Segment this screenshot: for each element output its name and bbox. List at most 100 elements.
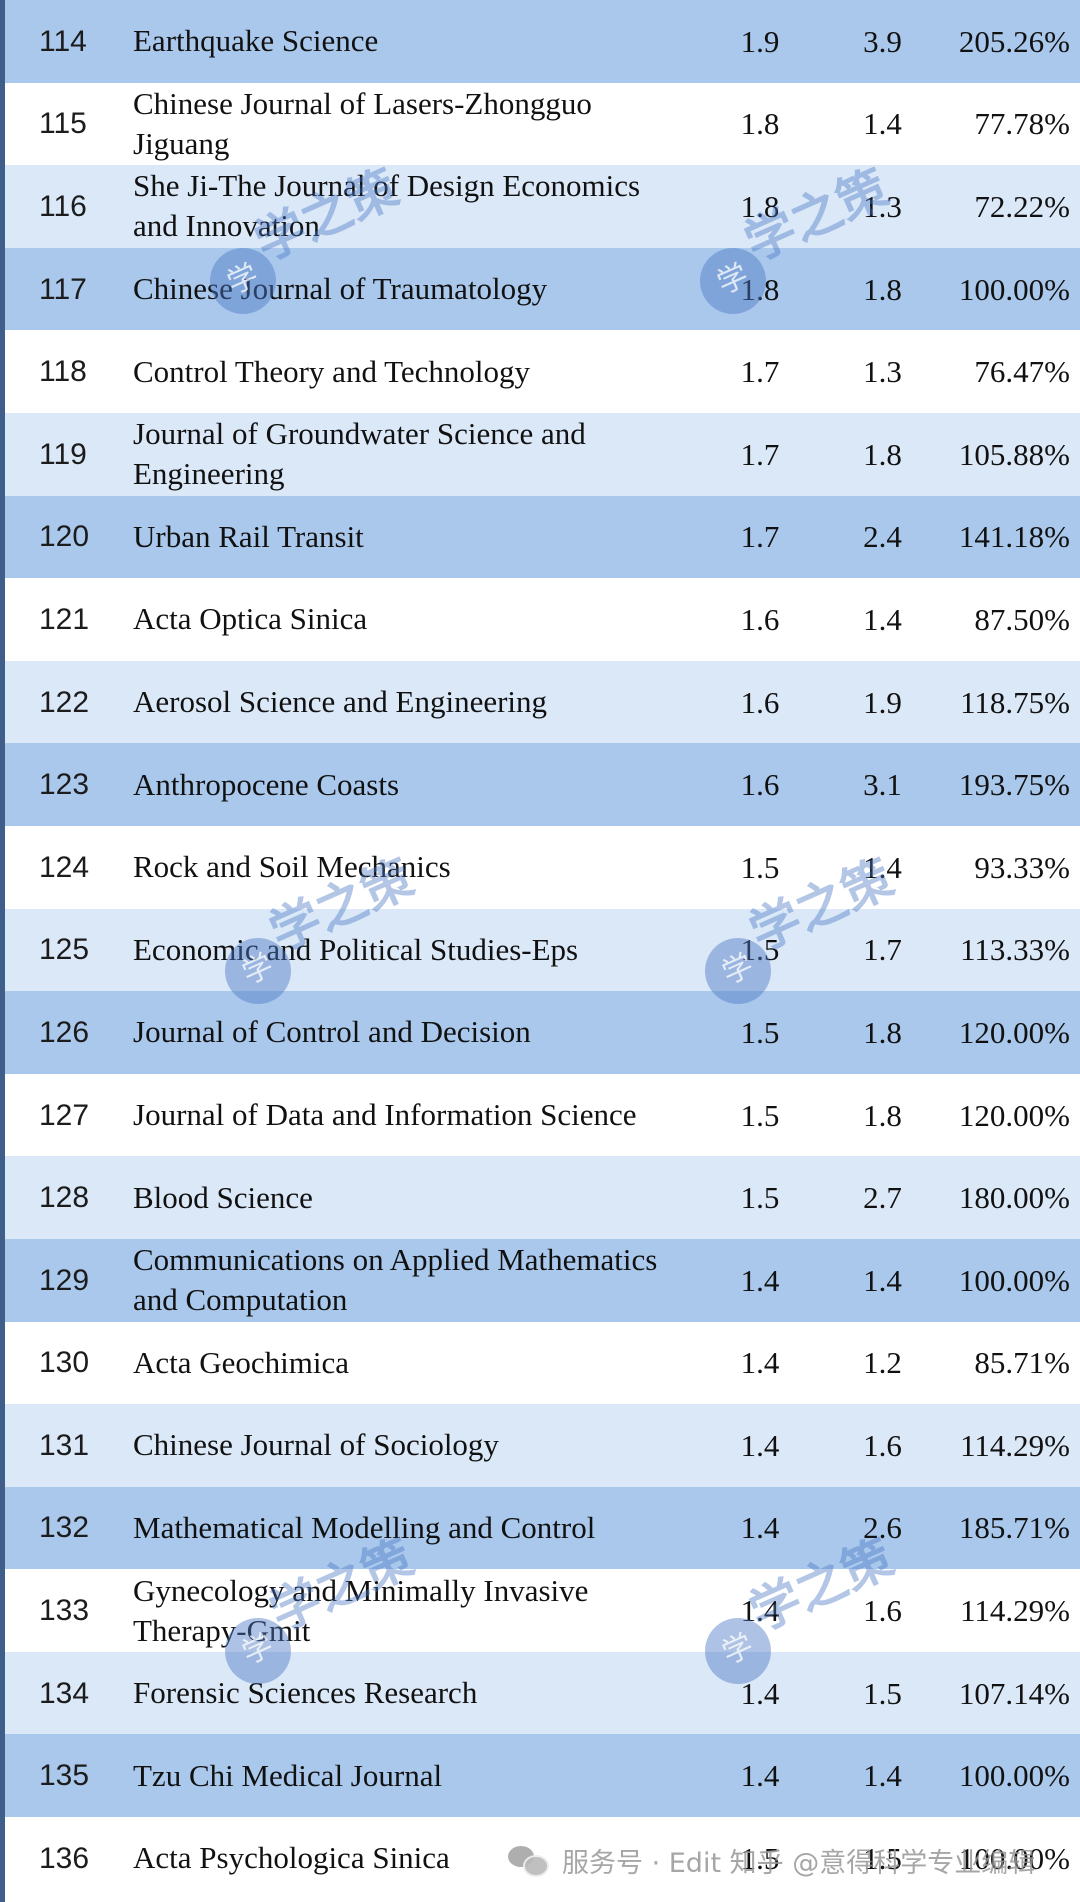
percent-cell: 120.00% — [958, 1097, 1070, 1133]
rank-cell: 121 — [39, 602, 90, 636]
journal-name-cell: Gynecology and Minimally Invasive Therap… — [133, 1572, 589, 1648]
journal-name-cell: Tzu Chi Medical Journal — [133, 1757, 443, 1793]
journal-name-cell: Communications on Applied Mathematics an… — [133, 1242, 658, 1318]
journal-name-cell: Journal of Control and Decision — [133, 1014, 531, 1050]
rank-cell: 131 — [39, 1428, 90, 1462]
journal-name-cell: She Ji-The Journal of Design Economics a… — [133, 168, 641, 244]
percent-cell: 100.00% — [958, 1840, 1070, 1876]
table-row: 133 Gynecology and Minimally Invasive The… — [5, 1569, 1080, 1652]
rank-cell: 129 — [39, 1263, 90, 1297]
value-2-cell: 1.7 — [863, 932, 902, 968]
table-row: 116 She Ji-The Journal of Design Economic… — [5, 165, 1080, 248]
table-row: 125 Economic and Political Studies-Eps 1.5… — [5, 908, 1080, 992]
journal-name-cell: Journal of Groundwater Science and Engin… — [133, 416, 586, 492]
table-row: 129 Communications on Applied Mathematics… — [5, 1238, 1080, 1322]
value-2-cell: 1.8 — [863, 1014, 902, 1050]
percent-cell: 105.88% — [958, 436, 1070, 472]
value-1-cell: 1.6 — [740, 601, 780, 637]
value-2-cell: 3.1 — [863, 767, 902, 803]
journal-name-cell: Urban Rail Transit — [133, 518, 364, 554]
value-2-cell: 1.5 — [863, 1840, 902, 1876]
percent-cell: 100.00% — [958, 1758, 1070, 1794]
journal-name-cell: Chinese Journal of Traumatology — [133, 271, 548, 307]
value-1-cell: 1.4 — [740, 1427, 780, 1463]
percent-cell: 205.26% — [958, 23, 1070, 59]
rank-cell: 127 — [39, 1098, 90, 1132]
table-wrapper: 114 Earthquake Science 1.9 3.9 205.26% 115 Chi… — [5, 0, 1080, 1900]
rank-cell: 122 — [39, 685, 90, 719]
value-2-cell: 2.4 — [863, 519, 902, 555]
value-2-cell: 1.4 — [863, 601, 902, 637]
value-1-cell: 1.5 — [740, 932, 780, 968]
value-1-cell: 1.4 — [740, 1675, 780, 1711]
table-row: 123 Anthropocene Coasts 1.6 3.1 193.75% — [5, 743, 1080, 826]
value-1-cell: 1.5 — [740, 1840, 780, 1876]
value-2-cell: 1.6 — [863, 1427, 902, 1463]
value-2-cell: 1.4 — [863, 106, 902, 142]
table-row: 117 Chinese Journal of Traumatology 1.8 1.8… — [5, 247, 1080, 331]
rank-cell: 134 — [39, 1676, 90, 1710]
percent-cell: 180.00% — [958, 1180, 1070, 1216]
percent-cell: 185.71% — [958, 1510, 1070, 1546]
value-1-cell: 1.7 — [740, 354, 780, 390]
rank-cell: 115 — [39, 107, 87, 141]
rank-cell: 136 — [39, 1841, 90, 1875]
value-1-cell: 1.5 — [740, 1180, 780, 1216]
value-1-cell: 1.4 — [740, 1345, 780, 1381]
table-row: 135 Tzu Chi Medical Journal 1.4 1.4 100.00% — [5, 1734, 1080, 1818]
rank-cell: 126 — [39, 1015, 90, 1049]
percent-cell: 141.18% — [958, 519, 1070, 555]
percent-cell: 85.71% — [974, 1345, 1070, 1381]
table-row: 128 Blood Science 1.5 2.7 180.00% — [5, 1156, 1080, 1239]
percent-cell: 93.33% — [974, 849, 1070, 885]
rank-cell: 117 — [39, 272, 87, 306]
journal-name-cell: Aerosol Science and Engineering — [133, 684, 548, 720]
table-row: 115 Chinese Journal of Lasers-Zhongguo Ji… — [5, 82, 1080, 166]
value-1-cell: 1.5 — [740, 1097, 780, 1133]
journal-name-cell: Earthquake Science — [133, 23, 379, 59]
percent-cell: 87.50% — [974, 601, 1070, 637]
table-left-border — [0, 0, 5, 1902]
value-2-cell: 1.4 — [863, 1262, 902, 1298]
value-2-cell: 1.4 — [863, 849, 902, 885]
table-row: 126 Journal of Control and Decision 1.5 1.8… — [5, 991, 1080, 1074]
value-1-cell: 1.8 — [740, 106, 780, 142]
table-row: 131 Chinese Journal of Sociology 1.4 1.6 114… — [5, 1404, 1080, 1487]
journal-name-cell: Anthropocene Coasts — [133, 766, 400, 802]
value-2-cell: 1.8 — [863, 436, 902, 472]
value-1-cell: 1.8 — [740, 271, 780, 307]
percent-cell: 100.00% — [958, 271, 1070, 307]
table-row: 124 Rock and Soil Mechanics 1.5 1.4 93.33% — [5, 825, 1080, 909]
value-1-cell: 1.5 — [740, 849, 780, 885]
value-2-cell: 1.8 — [863, 271, 902, 307]
rank-cell: 123 — [39, 768, 90, 802]
value-1-cell: 1.9 — [740, 23, 780, 59]
value-2-cell: 1.5 — [863, 1675, 902, 1711]
table-row: 132 Mathematical Modelling and Control 1.4… — [5, 1486, 1080, 1570]
percent-cell: 120.00% — [958, 1014, 1070, 1050]
rank-cell: 135 — [39, 1759, 90, 1793]
journal-name-cell: Forensic Sciences Research — [133, 1675, 478, 1711]
table-row: 114 Earthquake Science 1.9 3.9 205.26% — [5, 0, 1080, 83]
value-1-cell: 1.8 — [740, 188, 780, 224]
rank-cell: 116 — [39, 189, 87, 223]
table-row: 122 Aerosol Science and Engineering 1.6 1.9… — [5, 660, 1080, 744]
journal-name-cell: Chinese Journal of Lasers-Zhongguo Jigua… — [133, 85, 592, 161]
table-row: 130 Acta Geochimica 1.4 1.2 85.71% — [5, 1321, 1080, 1405]
value-1-cell: 1.5 — [740, 1014, 780, 1050]
value-2-cell: 1.8 — [863, 1097, 902, 1133]
value-2-cell: 1.4 — [863, 1758, 902, 1794]
value-1-cell: 1.4 — [740, 1510, 780, 1546]
value-1-cell: 1.6 — [740, 684, 780, 720]
value-2-cell: 1.3 — [863, 188, 902, 224]
table-row: 134 Forensic Sciences Research 1.4 1.5 107.1… — [5, 1651, 1080, 1735]
table-row: 118 Control Theory and Technology 1.7 1.3 76… — [5, 330, 1080, 413]
value-2-cell: 2.7 — [863, 1180, 902, 1216]
value-2-cell: 1.9 — [863, 684, 902, 720]
journal-name-cell: Mathematical Modelling and Control — [133, 1509, 596, 1545]
rank-cell: 119 — [39, 437, 87, 471]
rank-cell: 124 — [39, 850, 90, 884]
journal-name-cell: Blood Science — [133, 1179, 313, 1215]
journal-name-cell: Acta Geochimica — [133, 1344, 350, 1380]
journal-name-cell: Economic and Political Studies-Eps — [133, 931, 579, 967]
